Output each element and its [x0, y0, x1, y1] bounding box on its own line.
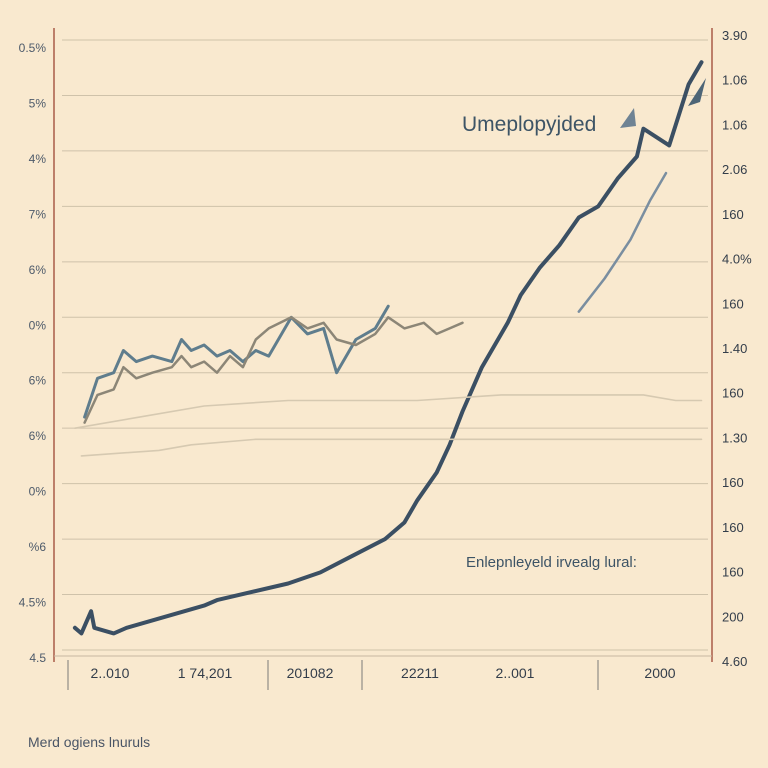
series-line-5	[74, 394, 703, 429]
left-tick-labels: 4.5 4.5% %6 0% 6% 6% 0% 6% 7% 4% 5% 0.5%	[19, 41, 47, 665]
x-tick-label: 22211	[401, 665, 439, 681]
series-line-6	[80, 438, 703, 457]
left-tick-label: 5%	[29, 96, 47, 110]
right-tick-label: 160	[722, 296, 744, 311]
x-tick-label: 2..010	[91, 665, 130, 681]
chart-title: Umeplopyjded	[462, 113, 596, 136]
left-tick-label: 6%	[29, 263, 47, 277]
left-tick-label: 4.5%	[19, 596, 47, 610]
right-tick-labels: 4.60 200 160 160 160 1.30 160 1.40 160 4.0% 160 2.0…	[722, 28, 752, 669]
right-tick-label: 160	[722, 475, 744, 490]
left-tick-label: 4%	[29, 152, 47, 166]
right-tick-label: 160	[722, 520, 744, 535]
grid-lines	[62, 39, 708, 651]
arrow-marker	[620, 78, 706, 128]
series-line-4	[577, 171, 668, 313]
x-tick-label: 2000	[644, 665, 675, 681]
series-group	[72, 60, 704, 636]
left-tick-label: 6%	[29, 374, 47, 388]
right-tick-label: 1.30	[722, 430, 747, 445]
right-tick-label: 160	[722, 565, 744, 580]
right-tick-label: 4.60	[722, 654, 747, 669]
series-line-1	[72, 60, 704, 636]
right-tick-label: 1.06	[722, 73, 747, 88]
series-line-3	[83, 316, 464, 424]
x-tick-label: 2..001	[496, 665, 535, 681]
left-tick-label: 0%	[29, 485, 47, 499]
right-tick-label: 160	[722, 207, 744, 222]
right-tick-label: 2.06	[722, 162, 747, 177]
right-tick-label: 160	[722, 386, 744, 401]
x-tick-label: 201082	[287, 665, 334, 681]
left-tick-label: 0%	[29, 318, 47, 332]
footer-caption: Merd ogiens lnuruls	[28, 734, 151, 750]
right-tick-label: 3.90	[722, 28, 747, 43]
right-tick-label: 4.0%	[722, 252, 752, 267]
right-tick-label: 200	[722, 609, 744, 624]
left-tick-label: 7%	[29, 207, 47, 221]
left-tick-label: 6%	[29, 429, 47, 443]
left-tick-label: 0.5%	[19, 41, 47, 55]
x-tick-label: 1 74,201	[178, 665, 233, 681]
left-tick-label: %6	[29, 540, 47, 554]
right-tick-label: 1.06	[722, 117, 747, 132]
arrow-up-icon	[688, 78, 706, 106]
chart-annotation: Enlepnleyeld irvealg lural:	[466, 554, 637, 571]
right-tick-label: 1.40	[722, 341, 747, 356]
left-tick-label: 4.5	[29, 651, 46, 665]
series-line-2	[83, 304, 390, 419]
arrow-up-icon	[620, 108, 636, 128]
x-tick-labels: 2..010 1 74,201 201082 22211 2..001 2000	[67, 660, 676, 690]
